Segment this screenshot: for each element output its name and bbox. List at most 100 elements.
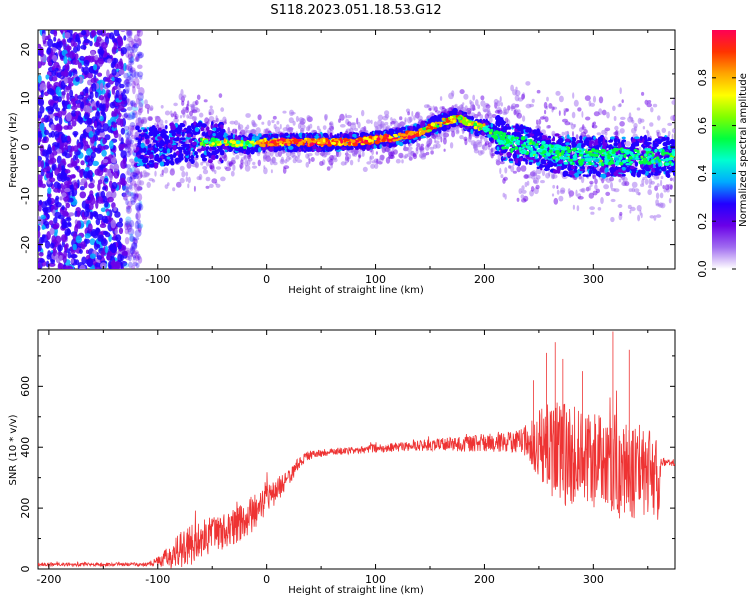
spectrogram-cell [608, 139, 613, 143]
spectrogram-cell [593, 169, 598, 173]
spectrogram-cell [137, 108, 142, 116]
spectrogram-cell [490, 147, 494, 153]
spectrogram-cell [131, 44, 138, 53]
spectrogram-cell [603, 184, 609, 190]
spectrogram-cell [480, 100, 486, 107]
spectrogram-cell [40, 89, 44, 99]
spectrogram-cell [38, 229, 41, 239]
spectrogram-cell [61, 91, 66, 96]
spectrogram-cell [57, 251, 63, 256]
spectrogram-cell [515, 159, 518, 164]
spectrogram-cell [106, 211, 110, 216]
spectrogram-cell [295, 115, 299, 123]
spectrogram-cell [101, 110, 106, 116]
spectrogram-cell [536, 119, 539, 125]
spectrogram-cell [133, 236, 140, 241]
spectrogram-cell [644, 99, 649, 105]
spectrogram-cell [64, 144, 68, 151]
spectrogram-cell [102, 159, 109, 164]
spectrogram-cell [164, 110, 171, 116]
spectrogram-cell [385, 157, 391, 164]
spectrogram-cell [71, 110, 77, 117]
spectrogram-cell [488, 116, 493, 124]
spectrogram-cell [340, 161, 346, 166]
spectrogram-cell [470, 140, 476, 146]
spectrogram-cell [133, 237, 138, 247]
spectrogram-cell [441, 125, 448, 132]
spectrogram-cell [376, 124, 382, 131]
spectrogram-cell [47, 187, 52, 195]
spectrogram-cell [47, 38, 53, 48]
spectrogram-cell [209, 105, 213, 109]
spectrogram-cell [129, 158, 135, 163]
spectrogram-cell [51, 76, 58, 82]
spectrogram-cell [88, 182, 95, 189]
spectrogram-cell [572, 92, 575, 99]
spectrogram-cell [185, 106, 190, 114]
spectrogram-cell [133, 42, 140, 49]
spectrogram-cell [123, 125, 130, 131]
spectrogram-cell [110, 157, 117, 164]
spectrogram-cell [75, 235, 83, 244]
spectrogram-cell [60, 160, 67, 167]
spectrogram-cell [52, 54, 58, 62]
spectrogram-cell [199, 112, 204, 118]
spectrogram-cell [130, 124, 135, 132]
spectrogram-cell [620, 116, 626, 120]
spectrogram-cell [107, 58, 112, 64]
spectrogram-cell [72, 243, 77, 251]
spectrogram-cell [111, 68, 117, 76]
spectrogram-cell [125, 81, 132, 87]
spectrogram-cell [91, 230, 99, 239]
spectrogram-cell [122, 192, 128, 197]
spectrogram-cell [435, 135, 442, 140]
spectrogram-cell [65, 217, 72, 222]
spectrogram-cell [350, 122, 357, 126]
spectrogram-cell [551, 107, 554, 113]
spectrogram-cell [511, 103, 517, 110]
spectrogram-cell [272, 115, 277, 120]
spectrogram-cell [630, 117, 634, 122]
spectrogram-cell [568, 194, 572, 198]
spectrogram-cell [46, 213, 50, 220]
spectrogram-cell [138, 107, 144, 114]
spectrogram-cell [127, 147, 133, 156]
spectrogram-cell [114, 228, 119, 235]
spectrogram-cell [59, 30, 64, 33]
spectrogram-cell [654, 185, 658, 191]
spectrogram-cell [70, 253, 78, 259]
spectrogram-cell [207, 159, 213, 164]
spectrogram-cell [649, 215, 655, 219]
spectrogram-cell [84, 233, 91, 239]
spectrogram-cell [597, 207, 602, 211]
spectrogram-cell [118, 104, 125, 111]
spectrogram-cell [38, 155, 42, 162]
spectrogram-cell [287, 127, 292, 132]
spectrogram-cell [512, 159, 516, 167]
spectrogram-cell [541, 169, 546, 177]
spectrogram-cell [467, 108, 471, 113]
spectrogram-cell [553, 197, 559, 205]
spectrogram-cell [95, 38, 100, 47]
spectrogram-cell [305, 161, 310, 168]
spectrogram-cell [80, 241, 86, 250]
spectrogram-cell [38, 180, 42, 188]
spectrogram-cell [103, 219, 109, 224]
spectrogram-cell [140, 117, 146, 121]
spectrogram-cell [87, 158, 93, 167]
spectrogram-cell [125, 78, 130, 85]
spectrogram-cell [80, 101, 85, 109]
spectrogram-cell [66, 265, 74, 269]
spectrogram-cell [125, 186, 130, 193]
spectrogram-cell [104, 177, 109, 183]
spectrogram-cell [135, 211, 141, 220]
spectrogram-cell [134, 220, 140, 230]
spectrogram-cell [592, 95, 597, 103]
spectrogram-cell [174, 115, 178, 120]
spectrogram-cell [120, 150, 127, 159]
spectrogram-cell [282, 167, 287, 174]
spectrogram-cell [148, 160, 155, 163]
spectrogram-cell [66, 92, 70, 101]
spectrogram-cell [79, 55, 85, 61]
spectrogram-cell [148, 163, 155, 168]
